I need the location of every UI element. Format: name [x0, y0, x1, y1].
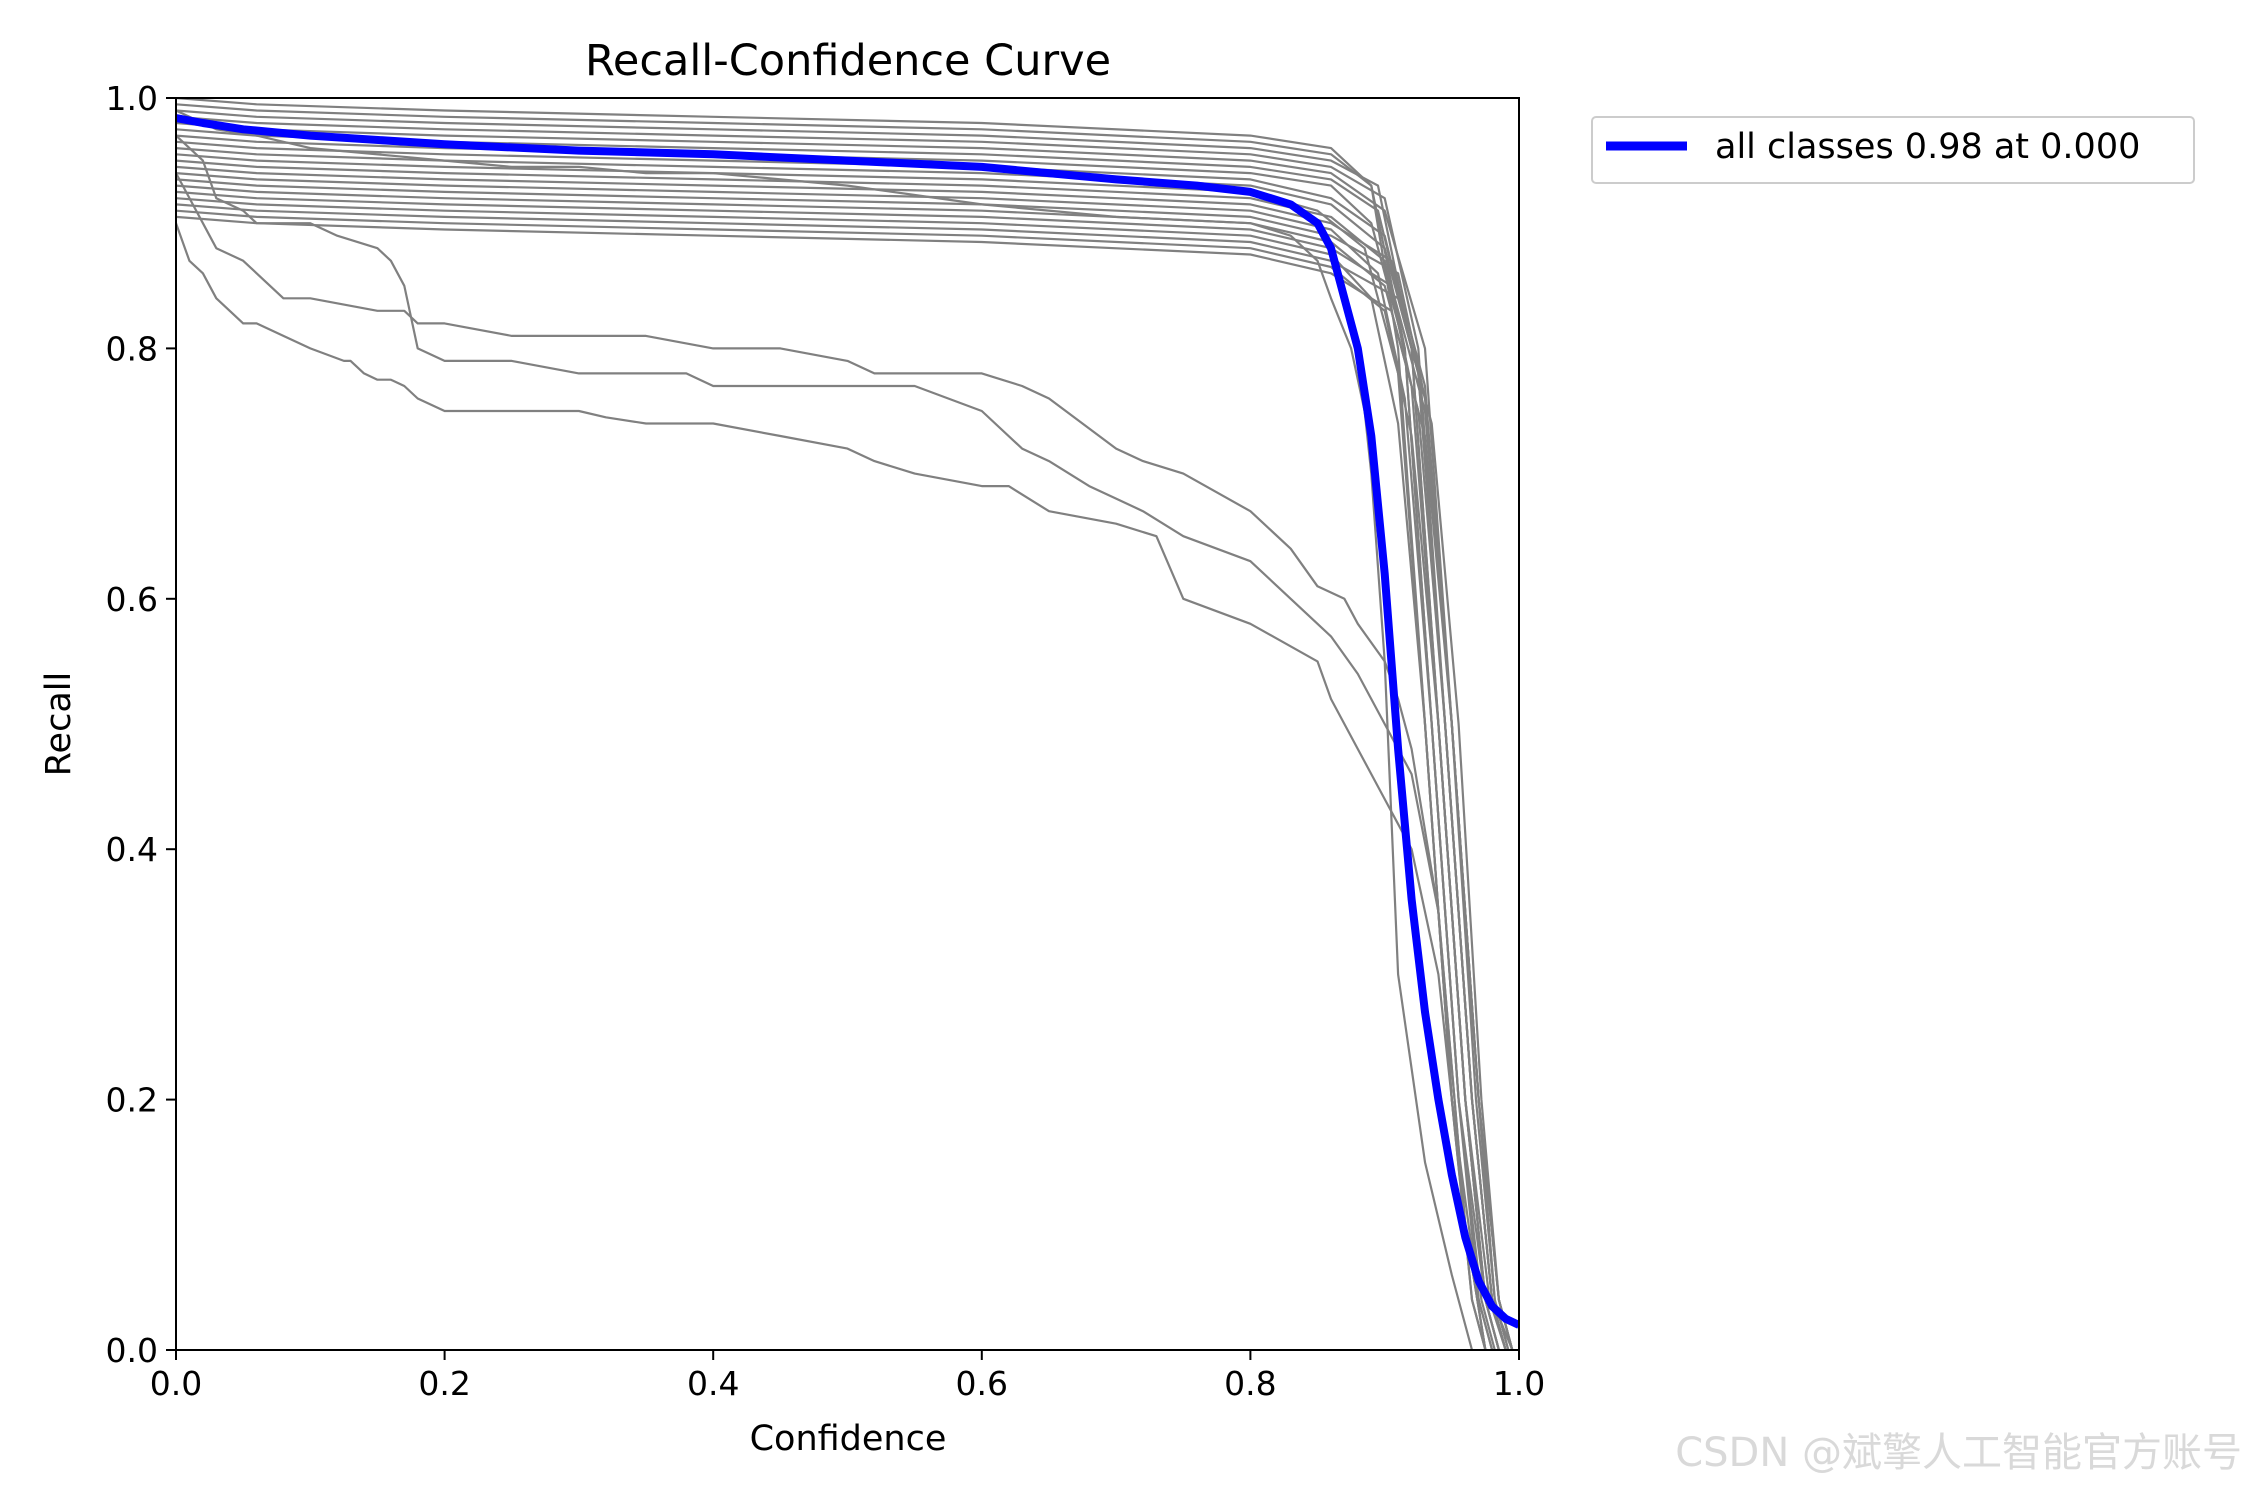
chart-title: Recall-Confidence Curve	[585, 36, 1111, 86]
legend-label-all-classes: all classes 0.98 at 0.000	[1715, 127, 2140, 167]
all-classes-curve	[176, 114, 1519, 1329]
class-curve-19	[176, 209, 1500, 1350]
x-axis-label: Confidence	[750, 1419, 947, 1459]
watermark: CSDN @斌擎人工智能官方账号	[1675, 1430, 2242, 1476]
y-tick-label: 1.0	[106, 79, 158, 118]
all-classes-curve-group	[176, 114, 1519, 1329]
y-axis-ticks: 0.0 0.2 0.4 0.6 0.8 1.0	[106, 79, 176, 1370]
y-tick-label: 0.0	[106, 1331, 158, 1370]
x-tick-label: 0.2	[418, 1364, 470, 1403]
class-curve-24	[176, 134, 1487, 1350]
class-curve-21	[176, 109, 1474, 1350]
y-tick-label: 0.4	[106, 830, 158, 869]
legend: all classes 0.98 at 0.000	[1591, 116, 2195, 184]
plot-area	[175, 97, 1520, 1351]
x-tick-label: 1.0	[1493, 1364, 1545, 1403]
x-tick-label: 0.4	[687, 1364, 739, 1403]
class-curve-13	[176, 172, 1494, 1350]
plot-frame	[175, 97, 1520, 1351]
class-curve-23	[176, 172, 1487, 1350]
class-curve-20	[176, 215, 1510, 1350]
class-curve-22	[176, 222, 1487, 1350]
x-tick-label: 0.0	[150, 1364, 202, 1403]
y-tick-label: 0.8	[106, 329, 158, 368]
y-axis-label: Recall	[39, 672, 79, 776]
x-tick-label: 0.6	[956, 1364, 1008, 1403]
legend-frame	[1591, 116, 2195, 184]
x-axis-ticks: 0.0 0.2 0.4 0.6 0.8 1.0	[150, 1350, 1545, 1403]
y-tick-label: 0.2	[106, 1081, 158, 1120]
y-tick-label: 0.6	[106, 580, 158, 619]
x-tick-label: 0.8	[1224, 1364, 1276, 1403]
